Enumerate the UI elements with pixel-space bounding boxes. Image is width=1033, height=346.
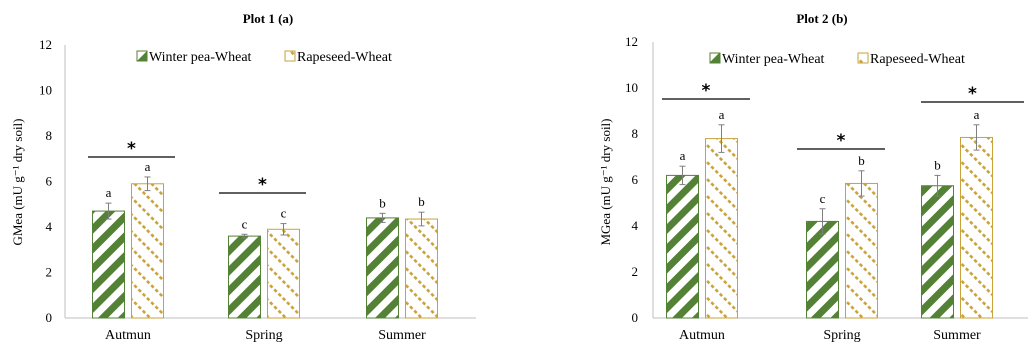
significance-asterisk: * <box>837 131 846 151</box>
significance-letter: b <box>858 153 865 168</box>
significance-asterisk: * <box>258 175 267 195</box>
significance-asterisk: * <box>968 84 977 104</box>
plot-area: 0 2 4 6 8 10 12 Autmun Spring Summer a c b a b a * * * <box>625 34 1028 343</box>
y-tick-label: 8 <box>46 128 53 143</box>
y-axis-label: GMea (mU g⁻¹ dry soil) <box>10 118 25 245</box>
y-tick-label: 12 <box>39 37 52 52</box>
bar-rapeseed <box>845 182 878 319</box>
panel-1: Plot 1 (a) GMea (mU g⁻¹ dry soil) Winter… <box>10 11 476 343</box>
legend: Winter pea-Wheat Rapeseed-Wheat <box>709 52 965 67</box>
bar-winter-pea <box>666 174 699 319</box>
legend-label-rapeseed: Rapeseed-Wheat <box>297 50 392 65</box>
legend-swatch-rapeseed <box>284 50 296 62</box>
x-category-label: Autmun <box>679 328 725 343</box>
x-category-label: Spring <box>245 328 282 343</box>
y-tick-label: 4 <box>46 219 53 234</box>
plot-area: 0 2 4 6 8 10 12 Autmun Spring Summer a c b a c b * * <box>39 37 476 343</box>
significance-letter: b <box>934 157 941 172</box>
bar-winter-pea <box>921 185 954 319</box>
bar-rapeseed <box>960 136 993 319</box>
x-category-label: Summer <box>933 328 981 343</box>
y-tick-label: 8 <box>632 126 639 141</box>
x-category-label: Spring <box>823 328 860 343</box>
chart-title: Plot 2 (b) <box>796 11 847 26</box>
significance-letter: b <box>418 194 425 209</box>
y-tick-label: 2 <box>632 264 639 279</box>
x-category-label: Summer <box>378 328 426 343</box>
y-tick-label: 2 <box>46 265 53 280</box>
significance-letter: a <box>974 107 980 122</box>
significance-letter: c <box>281 206 287 221</box>
bar-winter-pea <box>92 210 125 319</box>
bar-winter-pea <box>366 217 399 319</box>
y-tick-label: 0 <box>632 310 639 325</box>
significance-letter: c <box>820 191 826 206</box>
legend-swatch-winter-pea <box>709 52 721 64</box>
legend-label-rapeseed: Rapeseed-Wheat <box>870 52 965 67</box>
bar-rapeseed <box>267 228 300 319</box>
legend-label-winter-pea: Winter pea-Wheat <box>722 52 825 67</box>
significance-letter: a <box>106 185 112 200</box>
y-axis-label: MGea (mU g⁻¹ dry soil) <box>598 118 613 245</box>
x-category-label: Autmun <box>105 328 151 343</box>
significance-letter: b <box>379 195 386 210</box>
significance-letter: a <box>680 148 686 163</box>
legend: Winter pea-Wheat Rapeseed-Wheat <box>136 50 392 65</box>
bar-rapeseed <box>131 183 164 319</box>
legend-swatch-winter-pea <box>136 50 148 62</box>
y-tick-label: 12 <box>625 34 638 49</box>
significance-letter: c <box>242 216 248 231</box>
bar-winter-pea <box>806 220 839 319</box>
bar-rapeseed <box>705 138 738 319</box>
significance-asterisk: * <box>127 139 136 159</box>
significance-letter: a <box>145 159 151 174</box>
legend-label-winter-pea: Winter pea-Wheat <box>149 50 252 65</box>
panel-2: Plot 2 (b) MGea (mU g⁻¹ dry soil) Winter… <box>598 11 1028 343</box>
chart-title: Plot 1 (a) <box>243 11 294 26</box>
significance-asterisk: * <box>702 81 711 101</box>
y-tick-label: 10 <box>625 80 638 95</box>
bar-winter-pea <box>228 235 261 319</box>
legend-swatch-rapeseed <box>857 52 869 64</box>
y-tick-label: 10 <box>39 83 52 98</box>
bar-rapeseed <box>405 218 438 319</box>
y-tick-label: 4 <box>632 218 639 233</box>
y-tick-label: 6 <box>46 174 53 189</box>
significance-letter: a <box>719 107 725 122</box>
y-tick-label: 0 <box>46 310 53 325</box>
y-tick-label: 6 <box>632 172 639 187</box>
